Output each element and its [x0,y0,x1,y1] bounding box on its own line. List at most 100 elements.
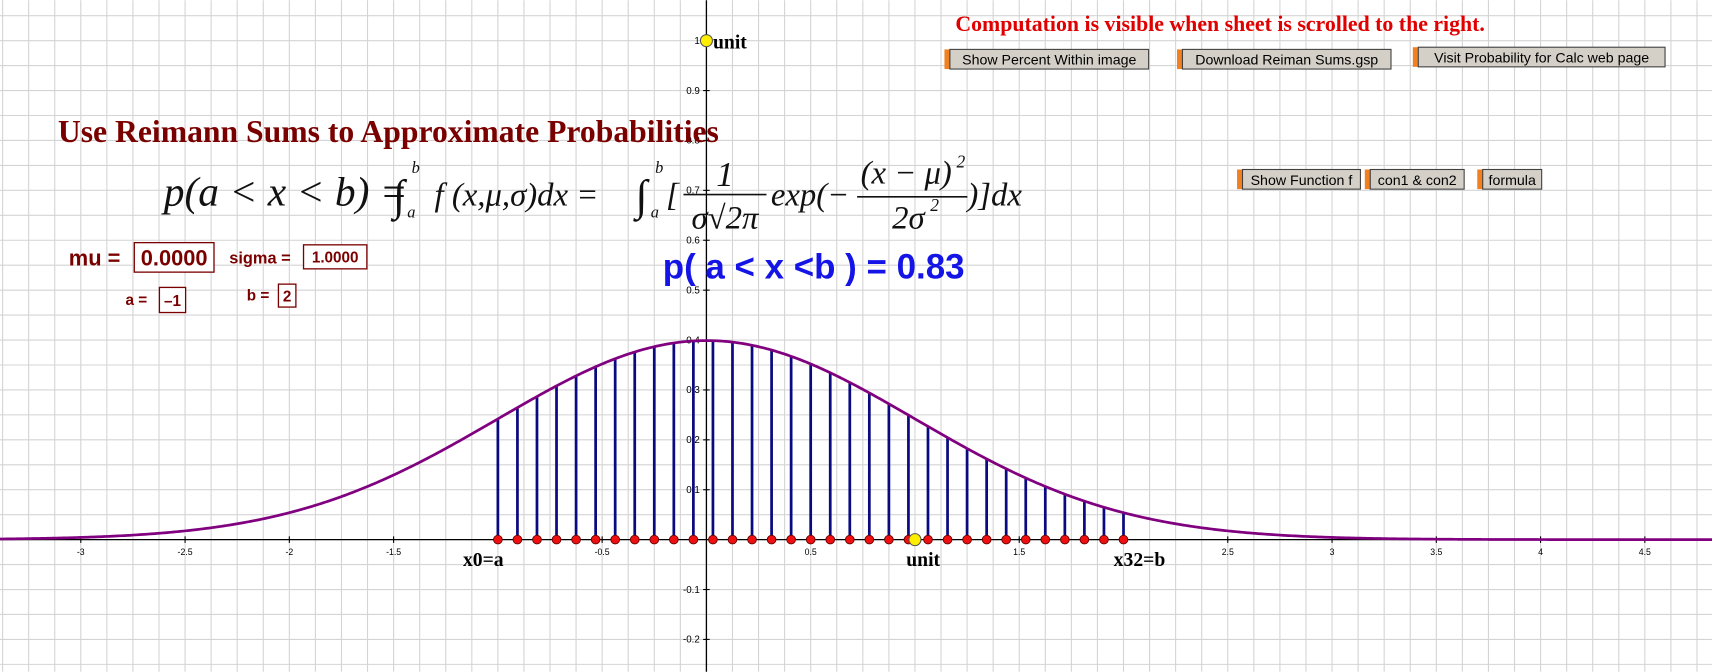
upper-limit: b [412,158,420,177]
power: 2 [956,151,965,171]
button-face [1482,168,1543,190]
bracket: [ [666,178,680,214]
numerator: 1 [716,155,733,194]
y-tick-label: 1 [694,36,699,47]
b-box [277,283,297,308]
buttons: Show Percent Within image Download Reiman… [944,46,1666,190]
y-tick-label: 0.7 [686,186,700,197]
point-labels: unit unit x0=a x32=b [463,31,1165,571]
denominator: σ√2π [692,200,761,236]
button-label[interactable]: Download Reiman Sums.gsp [1195,53,1378,69]
button-face [1241,168,1361,190]
partition-point [708,534,718,545]
sigma-box [302,244,368,270]
partition-point [1060,534,1070,545]
partition-point [629,534,640,545]
button-tab [944,49,950,70]
x-tick-label: 3.5 [1430,547,1442,557]
partition-point [942,534,953,545]
partition-point [1079,534,1090,545]
button[interactable]: con1 & con2 [1364,168,1465,190]
x-tick-label: 4.5 [1639,547,1651,557]
button[interactable]: Show Function f [1237,168,1361,190]
x-tick-label: 2.5 [1222,547,1234,557]
button-tab [1412,47,1419,67]
formula-close: )]dx [965,178,1022,214]
partition-point [1040,534,1051,545]
button[interactable]: formula [1477,168,1543,190]
upper-limit: b [655,158,663,177]
x-tick-label: -2.5 [178,547,193,557]
x-tick-label: 0.5 [805,547,817,557]
exp: exp(− [771,178,849,214]
sigma-label: sigma = [229,249,290,267]
partition-point [1001,534,1011,545]
b-value[interactable]: 2 [283,289,291,306]
exp-denominator: 2σ [892,200,926,236]
y-tick-label: 0.9 [686,86,700,97]
x-tick-label: -1.5 [386,547,401,557]
partition-point [1020,534,1031,545]
probability-result: p( a < x <b ) = 0.83 [663,248,965,287]
lower-limit: a [651,203,659,222]
unit-point [699,34,713,48]
button-label[interactable]: formula [1489,173,1536,189]
integral: ∫ [390,172,408,222]
button-face [1369,168,1465,190]
formula: p(a < x < b) = ∫ a b f (x,μ,σ)dx = ∫ a b… [161,151,1023,236]
parameters: mu = 0.0000 sigma = 1.0000 a = –1 b = 2 [69,241,368,314]
partition-point [923,534,933,545]
button-label[interactable]: Show Percent Within image [962,53,1136,69]
integrand: f (x,μ,σ)dx = [435,178,599,214]
x-tick-label: 4 [1538,547,1543,557]
mu-label: mu = [69,246,121,271]
end-label: x32=b [1114,549,1166,571]
partition-point [512,534,523,545]
title: Use Reimann Sums to Approximate Probabil… [58,114,719,149]
partition-point [766,534,777,545]
button-label[interactable]: Visit Probability for Calc web page [1434,50,1649,66]
partition-point [493,534,503,545]
button[interactable]: Download Reiman Sums.gsp [1177,48,1392,70]
partition-point [786,534,796,545]
x-tick-label: 1.5 [1013,547,1025,557]
partition-point [805,534,816,545]
mu-value[interactable]: 0.0000 [141,246,208,271]
button-tab [1177,49,1183,70]
plot [0,34,1712,547]
partition-point [571,534,581,545]
partition-point [532,534,542,545]
sigma-value[interactable]: 1.0000 [312,249,359,266]
button[interactable]: Show Percent Within image [944,48,1150,70]
button-tab [1364,169,1371,190]
partition-point [688,534,699,545]
partition-point [864,534,875,545]
partition-point [884,534,894,545]
lower-limit: a [407,203,415,222]
y-tick-label: 0.6 [686,236,700,247]
partition-point [727,534,738,545]
unit-label: unit [906,549,940,571]
mu-box [133,241,215,273]
unit-point [908,533,922,547]
x-tick-label: 3 [1330,547,1335,557]
y-tick-label: -0.2 [683,635,700,646]
formula-lhs: p(a < x < b) = [161,169,408,216]
button-tab [1477,169,1483,190]
button-label[interactable]: con1 & con2 [1378,173,1457,189]
partition-point [747,534,757,545]
button[interactable]: Visit Probability for Calc web page [1412,46,1666,68]
partition-point [825,534,836,545]
button-face [949,48,1150,70]
power: 2 [930,195,939,215]
button-face [1181,48,1392,70]
button-label[interactable]: Show Function f [1251,173,1353,189]
y-tick-label: -0.1 [683,585,700,596]
partition-point [1099,534,1109,545]
partition-point [669,534,679,545]
partition-point [844,534,855,545]
a-value[interactable]: –1 [164,293,181,310]
x-tick-label: -0.5 [595,547,610,557]
